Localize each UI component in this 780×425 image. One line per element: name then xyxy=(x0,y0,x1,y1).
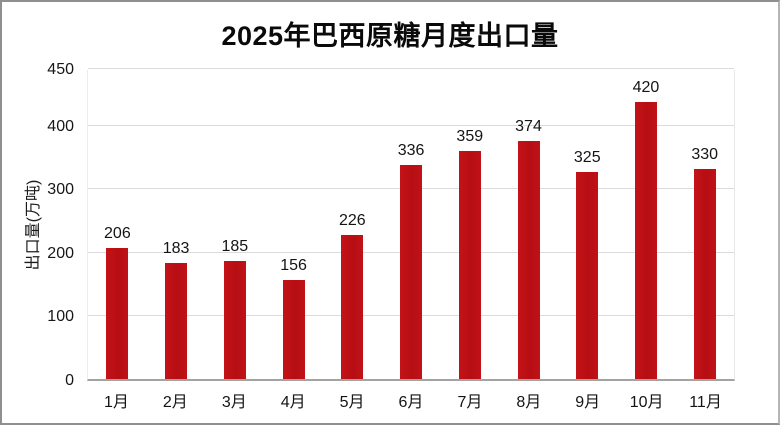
bar-value-label: 185 xyxy=(221,238,249,256)
bar-column: 185 xyxy=(205,70,264,379)
bar-value-label: 325 xyxy=(573,149,601,167)
bar-column: 330 xyxy=(675,70,734,379)
bar-column: 156 xyxy=(264,70,323,379)
bar xyxy=(223,261,246,379)
bar xyxy=(165,262,188,379)
y-tick-label: 400 xyxy=(47,117,74,135)
x-tick-label: 4月 xyxy=(280,394,306,411)
y-tick-label: 0 xyxy=(65,372,74,389)
bar xyxy=(458,150,481,379)
x-tick-label: 8月 xyxy=(516,394,542,411)
bar xyxy=(341,235,364,379)
bar-value-label: 336 xyxy=(397,142,425,160)
bar-column: 420 xyxy=(617,70,676,379)
bar-value-label: 330 xyxy=(691,146,719,164)
y-tick-label: 450 xyxy=(47,61,74,78)
x-tick-label: 10月 xyxy=(629,394,664,411)
x-tick-label: 3月 xyxy=(221,394,247,411)
y-tick-label: 100 xyxy=(47,308,74,326)
bar-value-label: 359 xyxy=(456,127,484,145)
x-axis-tick-labels: 1月 2月 3月 4月 5月 6月 7月 8月 9月 10月 11月 xyxy=(87,392,735,414)
bar xyxy=(517,141,540,379)
gridline-450 xyxy=(88,68,734,69)
bar-value-label: 420 xyxy=(632,78,660,96)
x-tick-label: 2月 xyxy=(162,394,188,411)
x-tick-label: 9月 xyxy=(575,394,601,411)
x-tick-label: 11月 xyxy=(689,394,722,411)
bar-column: 336 xyxy=(382,70,441,379)
y-tick-label: 200 xyxy=(47,244,74,262)
x-tick-label: 6月 xyxy=(398,394,424,411)
bar-value-label: 374 xyxy=(515,118,542,136)
bar-value-label: 206 xyxy=(104,225,131,242)
x-tick-label: 5月 xyxy=(339,394,365,411)
bar-column: 374 xyxy=(499,70,558,379)
bar-value-label: 183 xyxy=(162,239,190,257)
bar-value-label: 156 xyxy=(280,256,307,274)
bar xyxy=(693,169,716,379)
bar-value-label: 226 xyxy=(338,212,366,230)
bar-column: 183 xyxy=(147,70,206,379)
y-axis-tick-labels: 0 100 200 300 400 450 xyxy=(2,61,80,389)
bar-column: 206 xyxy=(88,70,147,379)
plot-area: 206 183 185 156 226 336 359 374 325 420 330 xyxy=(87,68,735,381)
x-tick-label: 1月 xyxy=(104,394,129,411)
bar xyxy=(282,279,305,379)
bar-column: 325 xyxy=(558,70,617,379)
bar xyxy=(106,248,129,379)
x-tick-label: 7月 xyxy=(457,394,483,411)
bar-column: 226 xyxy=(323,70,382,379)
bar-column: 359 xyxy=(440,70,499,379)
bar xyxy=(634,101,657,379)
bar xyxy=(400,165,423,379)
gridline-400 xyxy=(88,124,734,126)
chart-title: 2025年巴西原糖月度出口量 xyxy=(221,21,559,51)
bar xyxy=(576,172,599,379)
y-tick-label: 300 xyxy=(47,181,74,199)
